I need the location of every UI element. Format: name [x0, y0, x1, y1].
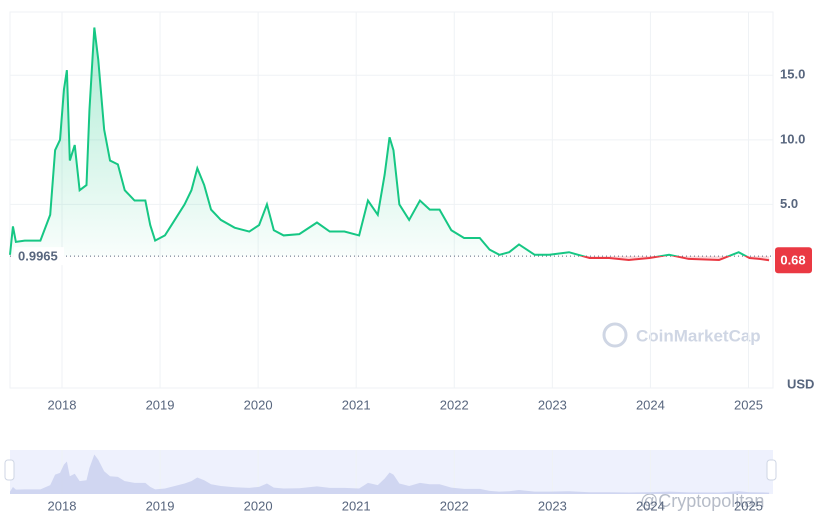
- navigator-area: [10, 454, 770, 494]
- watermark-logo: [602, 322, 628, 348]
- navigator-tick-label: 2024: [636, 498, 665, 513]
- navigator-tick-label: 2018: [48, 498, 77, 513]
- navigator-handle-right[interactable]: [766, 459, 777, 481]
- navigator-tick-label: 2023: [538, 498, 567, 513]
- last-price-box: [775, 247, 812, 274]
- plot-frame: [9, 11, 774, 389]
- x-tick-label: 2021: [342, 397, 371, 412]
- currency-label: USD: [787, 376, 814, 391]
- navigator-tick-label: 2020: [244, 498, 273, 513]
- watermark-text: CoinMarketCap: [636, 326, 761, 345]
- price-line-up: [9, 27, 749, 257]
- x-tick-label: 2019: [146, 397, 175, 412]
- y-tick-label: 10.0: [780, 131, 805, 146]
- baseline-label: 0.9965: [18, 249, 58, 264]
- y-tick-label: 5.0: [780, 196, 798, 211]
- price-area-up: [10, 27, 746, 257]
- credit: @Cryptopolitan: [640, 491, 764, 511]
- last-price-label: 0.68: [780, 253, 805, 268]
- navigator-tick-label: 2022: [440, 498, 469, 513]
- x-tick-label: 2018: [48, 397, 77, 412]
- x-tick-label: 2024: [636, 397, 665, 412]
- x-tick-label: 2022: [440, 397, 469, 412]
- navigator-tick-label: 2025: [734, 498, 763, 513]
- x-tick-label: 2020: [244, 397, 273, 412]
- x-tick-label: 2025: [734, 397, 763, 412]
- y-tick-label: 15.0: [780, 67, 805, 82]
- navigator-handle-left[interactable]: [4, 459, 15, 481]
- baseline-label-box: [14, 247, 64, 266]
- x-tick-label: 2023: [538, 397, 567, 412]
- navigator-tick-label: 2021: [342, 498, 371, 513]
- watermark: CoinMarketCap: [602, 322, 761, 348]
- navigator-tick-label: 2019: [146, 498, 175, 513]
